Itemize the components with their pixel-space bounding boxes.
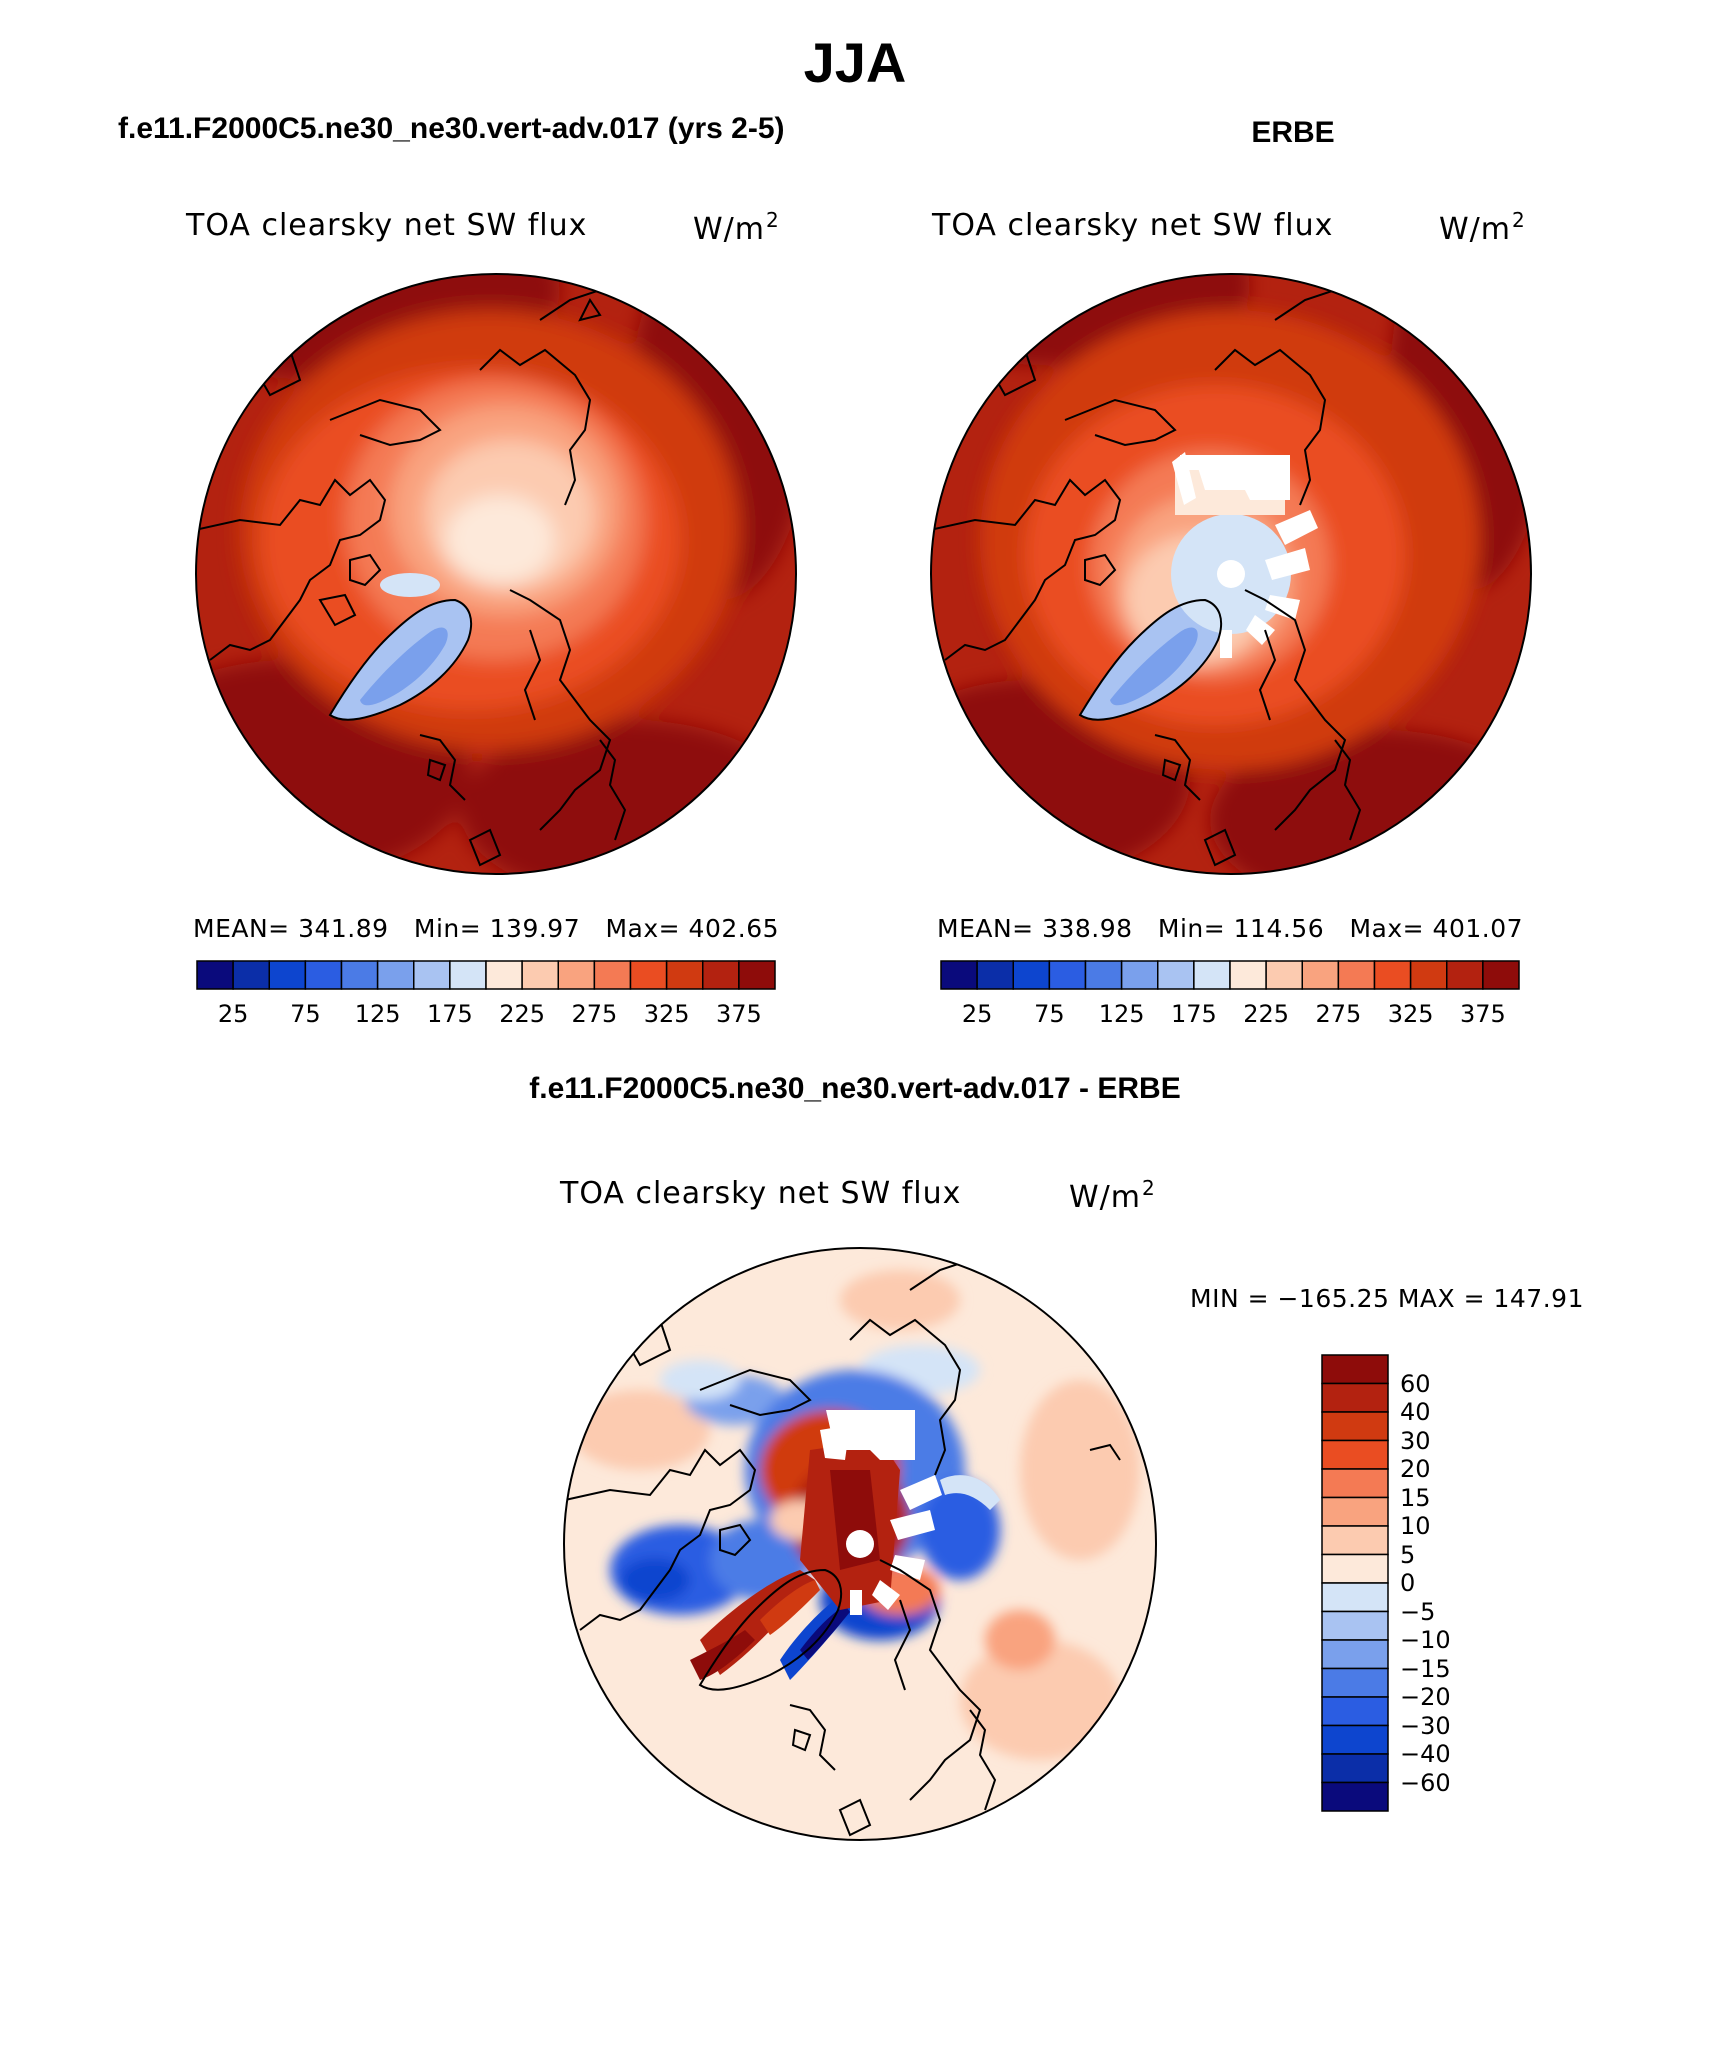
diff-colorbar-tick-label: 5	[1400, 1540, 1416, 1569]
obs-colorbar-labels: 25 75 125 175 225 275 325 375	[940, 1000, 1520, 1030]
model-colorbar-swatch	[629, 960, 668, 990]
model-stats: MEAN= 341.89 Min= 139.97 Max= 402.65	[193, 914, 780, 943]
diff-colorbar-swatch	[1321, 1724, 1389, 1755]
model-colorbar-tick-label: 75	[290, 1000, 321, 1028]
model-colorbar-labels: 25 75 125 175 225 275 325 375	[196, 1000, 776, 1030]
model-units-label: W/m2	[693, 208, 780, 247]
diff-colorbar-tick-label: −60	[1400, 1768, 1451, 1797]
model-colorbar-swatch	[232, 960, 270, 990]
diff-colorbar-swatch	[1321, 1496, 1389, 1527]
obs-colorbar-swatch	[1482, 960, 1520, 990]
season-title: JJA	[803, 31, 907, 94]
model-colorbar-tick-label: 225	[499, 1000, 546, 1028]
diff-colorbar-tick-label: 30	[1400, 1426, 1431, 1455]
obs-colorbar-swatch	[1012, 960, 1051, 990]
diff-colorbar-tick-label: 60	[1400, 1369, 1431, 1398]
diff-case-title: f.e11.F2000C5.ne30_ne30.vert-adv.017 - E…	[529, 1072, 1181, 1105]
diff-colorbar-swatch	[1321, 1468, 1389, 1499]
model-colorbar-swatch	[593, 960, 632, 990]
diff-colorbar-swatch	[1321, 1439, 1389, 1470]
diff-colorbar-tick-label: −15	[1400, 1654, 1451, 1683]
obs-colorbar-swatch	[1157, 960, 1195, 990]
obs-stats: MEAN= 338.98 Min= 114.56 Max= 401.07	[937, 914, 1524, 943]
model-map-border	[195, 273, 797, 875]
diff-colorbar-swatch	[1321, 1639, 1389, 1670]
model-colorbar-tick-label: 375	[715, 1000, 762, 1028]
diff-colorbar-tick-label: −10	[1400, 1626, 1451, 1654]
diff-colorbar-swatch	[1321, 1354, 1389, 1385]
diff-colorbar-tick-label: −30	[1400, 1711, 1451, 1740]
diff-colorbar-tick-label: 15	[1400, 1483, 1431, 1512]
diff-colorbar-tick-label: 20	[1400, 1455, 1431, 1483]
diff-minmax-label: MIN = −165.25 MAX = 147.91	[1190, 1284, 1584, 1313]
model-colorbar-tick-label: 175	[426, 1000, 473, 1028]
diff-colorbar-tick-label: −40	[1400, 1740, 1451, 1768]
model-colorbar-tick-label: 125	[354, 1000, 401, 1028]
diff-colorbar-swatch	[1321, 1411, 1389, 1442]
diff-colorbar-swatch	[1321, 1582, 1389, 1613]
model-colorbar-swatch	[449, 960, 487, 990]
obs-colorbar-swatch	[976, 960, 1014, 990]
obs-colorbar-tick-label: 225	[1243, 1000, 1290, 1028]
obs-colorbar-swatch	[1048, 960, 1087, 990]
model-colorbar-swatch	[196, 960, 234, 990]
diff-colorbar-tick-label: −20	[1400, 1683, 1451, 1711]
diff-field	[564, 1248, 1156, 1840]
diff-units-label: W/m2	[1069, 1176, 1156, 1215]
obs-colorbar-tick-label: 25	[961, 1000, 993, 1028]
diff-variable-label: TOA clearsky net SW flux	[560, 1176, 962, 1211]
diff-colorbar-swatch	[1321, 1553, 1389, 1584]
diff-colorbar-tick-label: 10	[1400, 1512, 1431, 1540]
obs-variable-label: TOA clearsky net SW flux	[932, 208, 1334, 243]
diff-colorbar-tick-label: −5	[1400, 1597, 1436, 1626]
obs-colorbar-swatch	[1120, 960, 1159, 990]
diff-colorbar-swatch	[1321, 1696, 1389, 1727]
diff-colorbar-swatch	[1321, 1781, 1389, 1812]
obs-colorbar	[940, 960, 1520, 990]
obs-colorbar-tick-label: 75	[1034, 1000, 1065, 1028]
model-colorbar-swatch	[304, 960, 343, 990]
model-colorbar-swatch	[485, 960, 523, 990]
diff-colorbar	[1321, 1354, 1389, 1812]
model-colorbar-tick-label: 25	[217, 1000, 249, 1028]
obs-colorbar-tick-label: 275	[1315, 1000, 1362, 1028]
diff-colorbar-labels: 60 40 30 20 15 10 5 0 −5 −10 −15 −20 −30 −40 −60	[1400, 1354, 1480, 1814]
diff-colorbar-swatch	[1321, 1753, 1389, 1784]
obs-colorbar-swatch	[1229, 960, 1267, 990]
obs-case-title: ERBE	[1251, 116, 1335, 149]
model-colorbar-swatch	[738, 960, 776, 990]
diff-map-border	[563, 1247, 1157, 1841]
obs-colorbar-tick-label: 325	[1387, 1000, 1434, 1028]
model-variable-label: TOA clearsky net SW flux	[186, 208, 588, 243]
diff-colorbar-swatch	[1321, 1525, 1389, 1556]
model-colorbar-swatch	[340, 960, 379, 990]
model-colorbar-tick-label: 275	[571, 1000, 618, 1028]
model-colorbar	[196, 960, 776, 990]
obs-map-border	[930, 273, 1532, 875]
model-colorbar-tick-label: 325	[643, 1000, 690, 1028]
obs-colorbar-swatch	[1409, 960, 1448, 990]
obs-colorbar-tick-label: 375	[1459, 1000, 1506, 1028]
obs-units-label: W/m2	[1439, 208, 1526, 247]
diff-colorbar-swatch	[1321, 1610, 1389, 1641]
model-colorbar-swatch	[376, 960, 415, 990]
model-case-title: f.e11.F2000C5.ne30_ne30.vert-adv.017 (yr…	[118, 112, 785, 145]
obs-colorbar-tick-label: 125	[1098, 1000, 1145, 1028]
obs-colorbar-swatch	[1193, 960, 1231, 990]
obs-colorbar-tick-label: 175	[1170, 1000, 1217, 1028]
diff-colorbar-tick-label: 0	[1400, 1569, 1416, 1597]
diff-colorbar-swatch	[1321, 1382, 1389, 1413]
diff-colorbar-tick-label: 40	[1400, 1398, 1431, 1426]
diff-colorbar-swatch	[1321, 1667, 1389, 1698]
model-colorbar-swatch	[665, 960, 704, 990]
